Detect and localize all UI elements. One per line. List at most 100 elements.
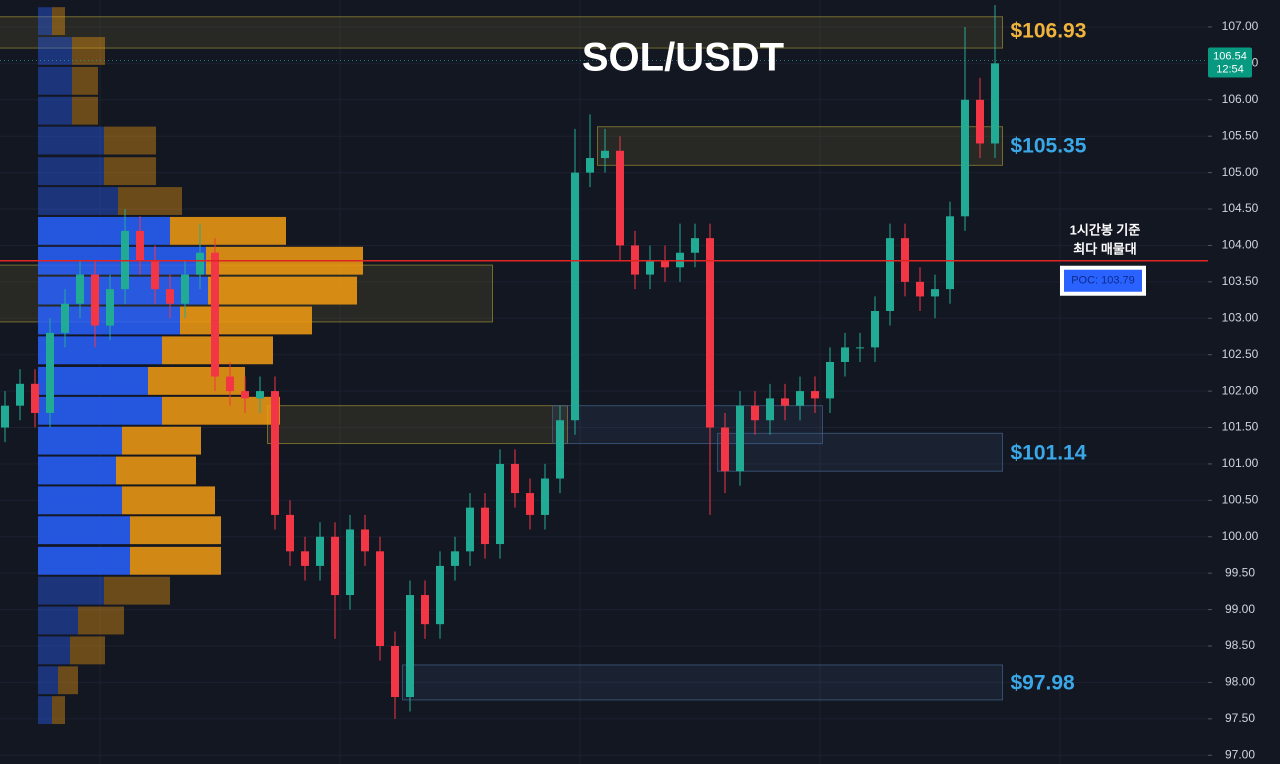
candle-body [451, 551, 459, 566]
candle-body [346, 529, 354, 596]
profile-sell [208, 276, 357, 305]
profile-sell [78, 606, 124, 635]
profile-sell [180, 306, 312, 335]
y-tick-label: 105.00 [1222, 165, 1259, 179]
poc-box-inner [1064, 269, 1142, 292]
profile-sell [70, 636, 105, 665]
candle-body [586, 158, 594, 173]
candle-body [436, 565, 444, 625]
zone [267, 405, 568, 445]
y-tick-label: 97.00 [1225, 747, 1255, 761]
price-axis [1208, 0, 1280, 764]
candle-body [571, 172, 579, 421]
candle-body [166, 289, 174, 304]
profile-buy [38, 426, 122, 455]
candle-body [46, 332, 54, 413]
profile-sell [122, 486, 215, 515]
candle-body [841, 347, 849, 362]
candle-body [271, 391, 279, 515]
zone [597, 126, 1003, 166]
candle-body [691, 238, 699, 253]
candle-body [616, 150, 624, 246]
profile-buy [38, 96, 72, 125]
y-tick-label: 100.50 [1222, 493, 1259, 507]
profile-sell [130, 546, 221, 575]
profile-buy [38, 396, 162, 425]
annotation: 최다 매물대 [1073, 241, 1136, 256]
y-tick-label: 107.00 [1222, 19, 1259, 33]
profile-buy [38, 576, 104, 605]
candle-body [481, 507, 489, 545]
profile-buy [38, 126, 104, 155]
candle-body [541, 478, 549, 515]
candle-body [706, 238, 714, 428]
zone [552, 405, 823, 445]
candle-body [496, 463, 504, 545]
candle-body [781, 398, 789, 406]
y-tick-label: 99.50 [1225, 565, 1255, 579]
profile-buy [38, 37, 72, 65]
profile-sell [170, 216, 286, 245]
zone-label: $97.98 [1011, 671, 1076, 694]
y-tick-label: 104.00 [1222, 238, 1259, 252]
last-price-time: 12:54 [1216, 63, 1244, 75]
profile-sell [116, 456, 196, 485]
profile-sell [130, 516, 221, 545]
y-tick-label: 106.00 [1222, 92, 1259, 106]
profile-buy [38, 456, 116, 485]
candle-body [151, 260, 159, 290]
profile-sell [104, 576, 170, 605]
profile-buy [38, 336, 162, 365]
profile-buy [38, 636, 70, 665]
profile-sell [52, 7, 65, 36]
zone [402, 664, 1003, 701]
zone-label: $105.35 [1011, 135, 1087, 158]
profile-sell [118, 187, 182, 215]
y-tick-label: 98.50 [1225, 638, 1255, 652]
candle-body [526, 493, 534, 515]
profile-buy [38, 516, 130, 545]
candle-body [826, 361, 834, 399]
candle-body [226, 376, 234, 392]
candle-body [766, 398, 774, 421]
candle-body [991, 63, 999, 144]
last-price-box [1208, 47, 1252, 78]
zone-label: $106.93 [1011, 20, 1087, 43]
candle-body [736, 405, 744, 472]
candle-body [376, 551, 384, 647]
annotation: 1시간봉 기준 [1070, 222, 1141, 237]
candle-body [976, 99, 984, 144]
candle-body [76, 274, 84, 304]
candle-body [331, 536, 339, 596]
candle-body [16, 383, 24, 406]
candle-body [661, 260, 669, 268]
profile-sell [122, 426, 201, 455]
candle-body [406, 595, 414, 697]
profile-buy [38, 486, 122, 515]
zone [717, 432, 1003, 472]
y-tick-label: 97.50 [1225, 711, 1255, 725]
profile-buy [38, 696, 52, 725]
candle-body [196, 252, 204, 275]
last-price-label: 106.54 [1213, 50, 1247, 62]
y-tick-label: 103.00 [1222, 310, 1259, 324]
y-tick-label: 98.00 [1225, 675, 1255, 689]
y-tick-label: 105.50 [1222, 128, 1259, 142]
candle-body [256, 391, 264, 399]
candle-body [811, 391, 819, 399]
zone-label: $101.14 [1011, 441, 1087, 464]
profile-buy [38, 546, 130, 575]
candle-body [241, 391, 249, 399]
candle-body [871, 310, 879, 348]
candle-body [466, 507, 474, 552]
y-tick-label: 101.00 [1222, 456, 1259, 470]
profile-buy [38, 216, 170, 245]
poc-label: POC: 103.79 [1071, 275, 1135, 287]
y-tick-label: 104.50 [1222, 201, 1259, 215]
candle-body [301, 551, 309, 566]
candle-body [931, 289, 939, 297]
profile-buy [38, 7, 52, 36]
profile-sell [72, 96, 98, 125]
candle-body [421, 595, 429, 625]
candle-body [361, 529, 369, 552]
